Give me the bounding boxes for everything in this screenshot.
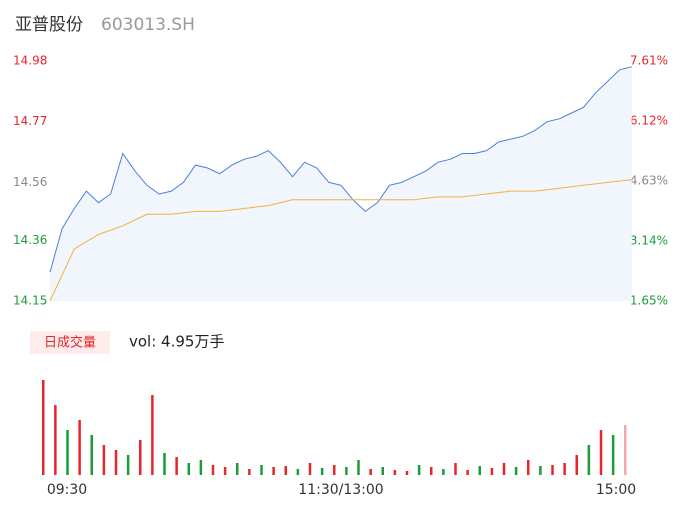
volume-bar (78, 420, 81, 475)
volume-bar (417, 465, 421, 475)
volume-bar (478, 466, 481, 475)
stock-code: 603013.SH (101, 15, 195, 35)
volume-bar (599, 430, 603, 475)
volume-badge: 日成交量 (44, 335, 96, 351)
volume-bar (357, 460, 360, 475)
stock-name: 亚普股份 (15, 15, 83, 35)
volume-bar (514, 467, 518, 475)
volume-bar (66, 430, 69, 475)
volume-summary: vol: 4.95万手 (129, 333, 224, 351)
volume-bar (320, 468, 324, 475)
volume-bar (454, 463, 457, 475)
volume-bar (369, 469, 372, 475)
volume-bar (272, 467, 275, 475)
volume-bar (624, 425, 627, 475)
volume-bar (42, 380, 45, 475)
y2-tick-label: 4.63% (630, 174, 668, 188)
volume-bar (223, 467, 227, 475)
volume-bar (102, 445, 106, 475)
volume-bar (442, 469, 445, 475)
volume-bar (405, 471, 409, 475)
volume-bar (260, 465, 263, 475)
volume-bar (381, 467, 384, 475)
volume-bar (502, 463, 506, 475)
y2-tick-label: 6.12% (630, 114, 668, 128)
volume-bar (563, 463, 566, 475)
y-tick-label: 14.56 (13, 175, 47, 189)
volume-bar (284, 466, 287, 475)
volume-bar (211, 465, 215, 475)
volume-bar (527, 460, 530, 475)
y2-tick-label: 1.65% (630, 294, 668, 308)
y-tick-label: 14.36 (13, 233, 47, 247)
volume-bar (587, 445, 591, 475)
volume-bar (248, 469, 251, 475)
y-tick-label: 14.77 (13, 114, 47, 128)
volume-bar (539, 466, 542, 475)
price-line (49, 66, 633, 273)
volume-bar (466, 470, 469, 475)
price-area (50, 66, 632, 301)
y-tick-label: 14.15 (13, 294, 47, 308)
volume-bar (333, 465, 336, 475)
y2-tick-label: 7.61% (630, 54, 668, 68)
volume-bar (175, 457, 178, 475)
volume-bar (575, 455, 578, 475)
y2-tick-label: 3.14% (630, 234, 668, 248)
volume-bar (308, 463, 312, 475)
volume-bar (151, 395, 154, 475)
volume-bar (490, 468, 494, 475)
volume-bar (611, 435, 615, 475)
x-tick-label: 09:30 (47, 482, 87, 498)
volume-bar (236, 463, 239, 475)
volume-bar (54, 405, 57, 475)
x-tick-label: 11:30/13:00 (298, 482, 383, 498)
volume-bar (114, 450, 118, 475)
volume-bar (90, 435, 93, 475)
volume-bar (126, 455, 130, 475)
volume-bar (163, 453, 166, 475)
volume-bar (393, 470, 397, 475)
volume-bar (296, 469, 300, 475)
volume-bar (345, 467, 348, 475)
volume-bar (430, 467, 433, 475)
volume-bar (551, 465, 554, 475)
x-tick-label: 15:00 (596, 482, 636, 498)
y-tick-label: 14.98 (13, 54, 47, 68)
badge-bg (30, 331, 110, 354)
volume-bar (199, 460, 203, 475)
volume-bar (139, 440, 142, 475)
volume-bar (187, 463, 190, 475)
average-line (49, 179, 633, 302)
